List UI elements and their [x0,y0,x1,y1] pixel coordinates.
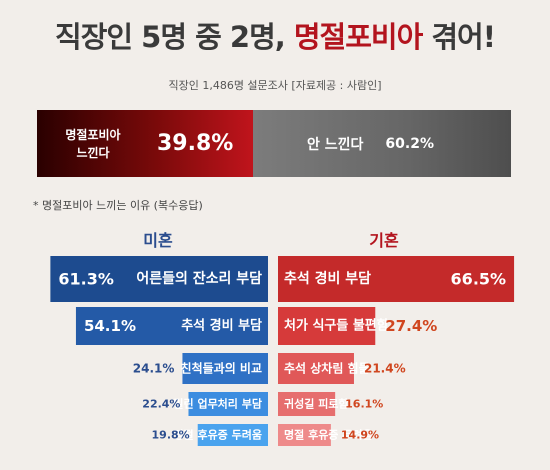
page-title: 직장인 5명 중 2명, 명절포비아 겪어! [0,14,550,56]
unmarried-value-label-2: 54.1% [84,317,136,335]
married-bar-3 [278,353,354,384]
reasons-note: * 명절포비아 느끼는 이유 (복수응답) [33,199,203,212]
phobia-split-bar: 명절포비아 느낀다 39.8% 안 느낀다 60.2% [37,110,511,177]
no-phobia-label: 안 느낀다 [307,136,364,153]
feel-phobia-value: 39.8% [157,131,234,156]
unmarried-reason-label-2: 추석 경비 부담 [181,318,262,334]
unmarried-reason-label-5: 명절 후유증 두려움 [173,428,262,442]
unmarried-value-label-3: 24.1% [133,362,175,376]
unmarried-value-label-4: 22.4% [142,398,180,411]
married-heading: 기혼 [369,231,399,250]
unmarried-bar-2 [75,307,268,345]
unmarried-bar-4 [188,392,268,416]
married-reason-label-5: 명절 후유증 두려움 [284,428,373,442]
unmarried-bar-5 [197,424,268,446]
married-reason-label-1: 추석 경비 부담 [284,270,371,287]
feel-phobia-segment: 명절포비아 느낀다 39.8% [37,110,253,177]
title-suffix: 겪어! [422,20,496,54]
unmarried-reason-label-4: 밀린 업무처리 부담 [173,397,262,411]
married-value-label-2: 27.4% [385,317,437,335]
no-phobia-segment: 안 느낀다 60.2% [253,110,511,177]
feel-phobia-label-line2: 느낀다 [76,145,110,160]
feel-phobia-label-line1: 명절포비아 [65,127,121,142]
married-bar-4 [278,392,336,416]
unmarried-bar-1 [50,256,269,302]
title-highlight: 명절포비아 [293,20,423,54]
married-value-label-1: 66.5% [451,270,507,289]
unmarried-bar-3 [182,353,268,384]
subtitle: 직장인 1,486명 설문조사 [자료제공 : 사람인] [168,79,382,92]
married-value-label-3: 21.4% [364,362,406,376]
married-value-label-5: 14.9% [341,429,379,442]
title-prefix: 직장인 5명 중 2명, [55,20,294,54]
married-bar-5 [278,424,331,446]
unmarried-reason-label-3: 친척들과의 비교 [181,361,262,376]
married-reason-label-2: 처가 식구들 불편함 [284,318,389,334]
married-bar-1 [278,256,515,302]
no-phobia-value: 60.2% [385,135,434,152]
unmarried-value-label-5: 19.8% [152,429,190,442]
unmarried-heading: 미혼 [143,231,173,250]
unmarried-value-label-1: 61.3% [58,270,114,289]
married-bar-2 [278,307,376,345]
married-reason-label-4: 귀성길 피로함 [284,397,349,411]
married-reason-label-3: 추석 상차림 힘듦 [284,361,370,376]
feel-phobia-label: 명절포비아 느낀다 [37,126,143,162]
unmarried-reason-label-1: 어른들의 잔소리 부담 [136,270,262,287]
married-value-label-4: 16.1% [345,398,383,411]
